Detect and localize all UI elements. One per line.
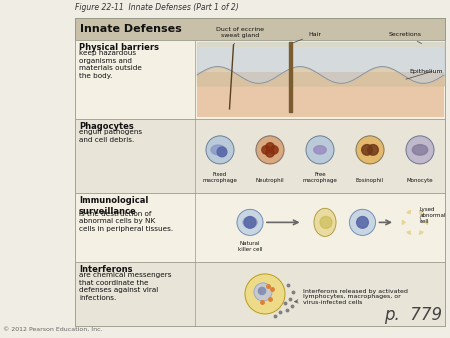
Circle shape (368, 145, 378, 155)
Wedge shape (401, 219, 406, 225)
Text: Interferons released by activated
lymphocytes, macrophages, or
virus-infected ce: Interferons released by activated lympho… (295, 289, 408, 305)
Circle shape (245, 274, 285, 314)
Text: Lysed
abnormal
cell: Lysed abnormal cell (420, 207, 446, 224)
Text: Hair: Hair (292, 32, 321, 43)
FancyBboxPatch shape (197, 72, 444, 117)
Circle shape (306, 136, 334, 164)
FancyBboxPatch shape (75, 119, 445, 193)
Circle shape (206, 136, 234, 164)
Circle shape (270, 146, 278, 154)
Text: Duct of eccrine
sweat gland: Duct of eccrine sweat gland (216, 27, 264, 45)
Circle shape (350, 209, 375, 235)
Text: Neutrophil: Neutrophil (256, 178, 284, 183)
Text: engulf pathogens
and cell debris.: engulf pathogens and cell debris. (79, 129, 142, 143)
Text: Monocyte: Monocyte (407, 178, 433, 183)
Text: Innate Defenses: Innate Defenses (80, 24, 182, 34)
Circle shape (258, 287, 265, 294)
Text: Free
macrophage: Free macrophage (302, 172, 338, 183)
Ellipse shape (314, 146, 326, 154)
Text: Natural
killer cell: Natural killer cell (238, 241, 262, 252)
FancyBboxPatch shape (75, 18, 445, 326)
Ellipse shape (314, 209, 336, 236)
Text: Fixed
macrophage: Fixed macrophage (202, 172, 238, 183)
Circle shape (356, 136, 384, 164)
Text: Phagocytes: Phagocytes (79, 122, 134, 131)
Text: © 2012 Pearson Education, Inc.: © 2012 Pearson Education, Inc. (3, 327, 103, 332)
Text: keep hazardous
organisms and
materials outside
the body.: keep hazardous organisms and materials o… (79, 50, 142, 79)
Text: are chemical messengers
that coordinate the
defenses against viral
infections.: are chemical messengers that coordinate … (79, 272, 171, 301)
Text: Eosinophil: Eosinophil (356, 178, 384, 183)
Circle shape (362, 145, 372, 155)
Circle shape (237, 209, 263, 235)
Text: Secretions: Secretions (389, 32, 422, 44)
FancyBboxPatch shape (75, 262, 445, 326)
Wedge shape (418, 210, 424, 215)
Circle shape (266, 143, 274, 151)
Circle shape (320, 216, 332, 228)
Circle shape (262, 146, 270, 154)
Circle shape (266, 149, 274, 157)
Circle shape (357, 217, 369, 228)
FancyBboxPatch shape (75, 193, 445, 262)
Text: Physical barriers: Physical barriers (79, 43, 159, 52)
Circle shape (256, 136, 284, 164)
Ellipse shape (412, 145, 427, 155)
Text: is the destruction of
abnormal cells by NK
cells in peripheral tissues.: is the destruction of abnormal cells by … (79, 211, 173, 232)
Wedge shape (406, 210, 411, 215)
Ellipse shape (243, 217, 257, 227)
Text: Epithelium: Epithelium (410, 69, 443, 74)
FancyBboxPatch shape (75, 40, 445, 119)
Wedge shape (406, 230, 411, 235)
FancyBboxPatch shape (75, 18, 445, 40)
Wedge shape (418, 230, 424, 235)
Circle shape (406, 136, 434, 164)
Circle shape (217, 147, 227, 157)
Circle shape (254, 283, 272, 301)
Ellipse shape (211, 145, 225, 155)
Text: Figure 22-11  Innate Defenses (Part 1 of 2): Figure 22-11 Innate Defenses (Part 1 of … (75, 3, 239, 13)
Text: p.  779: p. 779 (384, 306, 442, 324)
Wedge shape (424, 219, 428, 225)
Text: Immunological
surveillance: Immunological surveillance (79, 196, 148, 216)
Text: Interferons: Interferons (79, 265, 132, 274)
Circle shape (244, 217, 256, 228)
